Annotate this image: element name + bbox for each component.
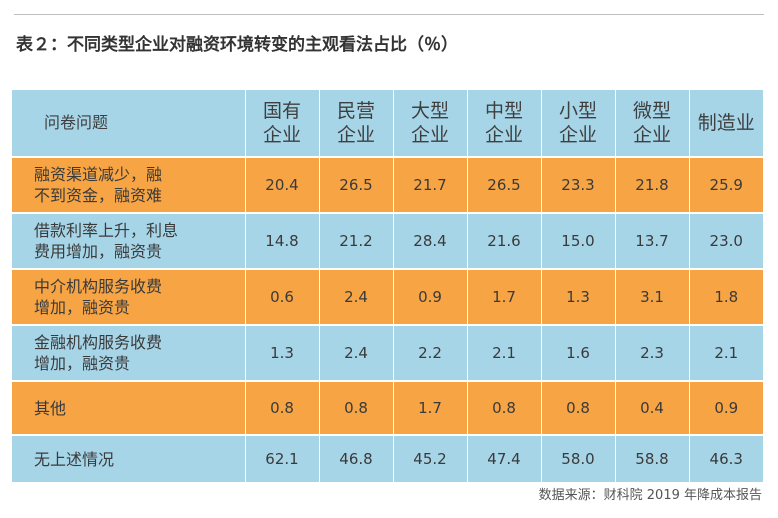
header-col-medium: 中型 企业 [466, 90, 541, 157]
cell-value: 1.6 [540, 325, 615, 381]
cell-value: 2.4 [318, 269, 393, 325]
cell-value: 0.8 [318, 381, 393, 435]
cell-value: 1.7 [392, 381, 467, 435]
cell-value: 0.9 [688, 381, 763, 435]
cell-value: 45.2 [392, 435, 467, 483]
cell-value: 0.8 [244, 381, 319, 435]
header-col-manufacturing: 制造业 [688, 90, 763, 157]
cell-value: 46.8 [318, 435, 393, 483]
cell-value: 3.1 [614, 269, 689, 325]
cell-value: 21.7 [392, 157, 467, 213]
table-row: 其他 0.8 0.8 1.7 0.8 0.8 0.4 0.9 [12, 381, 763, 435]
cell-value: 23.3 [540, 157, 615, 213]
row-question: 融资渠道减少，融 不到资金，融资难 [34, 165, 163, 205]
cell-value: 15.0 [540, 213, 615, 269]
table-row: 融资渠道减少，融 不到资金，融资难 20.4 26.5 21.7 26.5 23.3 21.… [12, 157, 763, 213]
cell-value: 21.2 [318, 213, 393, 269]
cell-value: 14.8 [244, 213, 319, 269]
cell-value: 28.4 [392, 213, 467, 269]
cell-value: 58.0 [540, 435, 615, 483]
header-col-large: 大型 企业 [392, 90, 467, 157]
cell-value: 25.9 [688, 157, 763, 213]
row-question: 中介机构服务收费 增加，融资贵 [34, 277, 163, 317]
header-col-micro: 微型 企业 [614, 90, 689, 157]
cell-value: 23.0 [688, 213, 763, 269]
cell-value: 1.8 [688, 269, 763, 325]
cell-value: 20.4 [244, 157, 319, 213]
header-col-state-owned: 国有 企业 [244, 90, 319, 157]
table-title: 表２：不同类型企业对融资环境转变的主观看法占比（％） [16, 35, 458, 55]
row-question: 金融机构服务收费 增加，融资贵 [34, 333, 163, 373]
cell-value: 1.7 [466, 269, 541, 325]
cell-value: 21.6 [466, 213, 541, 269]
cell-value: 46.3 [688, 435, 763, 483]
cell-value: 0.9 [392, 269, 467, 325]
financing-survey-table: 问卷问题 国有 企业 民营 企业 大型 企业 中型 企业 小型 企业 微型 企业… [12, 90, 763, 484]
cell-value: 2.3 [614, 325, 689, 381]
cell-value: 2.4 [318, 325, 393, 381]
cell-value: 1.3 [244, 325, 319, 381]
cell-value: 47.4 [466, 435, 541, 483]
cell-value: 1.3 [540, 269, 615, 325]
cell-value: 0.8 [466, 381, 541, 435]
top-divider [14, 14, 764, 15]
cell-value: 0.8 [540, 381, 615, 435]
cell-value: 2.1 [466, 325, 541, 381]
cell-value: 62.1 [244, 435, 319, 483]
table-row: 无上述情况 62.1 46.8 45.2 47.4 58.0 58.8 46.3 [12, 435, 763, 483]
cell-value: 13.7 [614, 213, 689, 269]
cell-value: 21.8 [614, 157, 689, 213]
row-question: 其他 [34, 398, 67, 418]
header-col-private: 民营 企业 [318, 90, 393, 157]
cell-value: 0.4 [614, 381, 689, 435]
table-row: 金融机构服务收费 增加，融资贵 1.3 2.4 2.2 2.1 1.6 2.3 2.1 [12, 325, 763, 381]
table-row: 中介机构服务收费 增加，融资贵 0.6 2.4 0.9 1.7 1.3 3.1 1.8 [12, 269, 763, 325]
header-question: 问卷问题 [44, 113, 109, 132]
cell-value: 26.5 [318, 157, 393, 213]
header-col-small: 小型 企业 [540, 90, 615, 157]
data-source-note: 数据来源：财科院 2019 年降成本报告 [538, 488, 762, 503]
cell-value: 58.8 [614, 435, 689, 483]
row-question: 无上述情况 [34, 449, 115, 469]
cell-value: 2.1 [688, 325, 763, 381]
cell-value: 26.5 [466, 157, 541, 213]
table-row: 借款利率上升，利息 费用增加，融资贵 14.8 21.2 28.4 21.6 15.0 13… [12, 213, 763, 269]
header-row: 问卷问题 国有 企业 民营 企业 大型 企业 中型 企业 小型 企业 微型 企业… [12, 90, 763, 157]
cell-value: 2.2 [392, 325, 467, 381]
cell-value: 0.6 [244, 269, 319, 325]
row-question: 借款利率上升，利息 费用增加，融资贵 [34, 221, 179, 261]
